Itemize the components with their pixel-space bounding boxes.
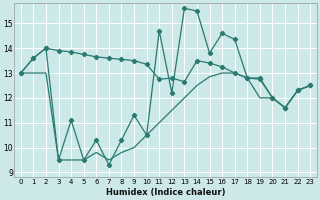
X-axis label: Humidex (Indice chaleur): Humidex (Indice chaleur) (106, 188, 225, 197)
